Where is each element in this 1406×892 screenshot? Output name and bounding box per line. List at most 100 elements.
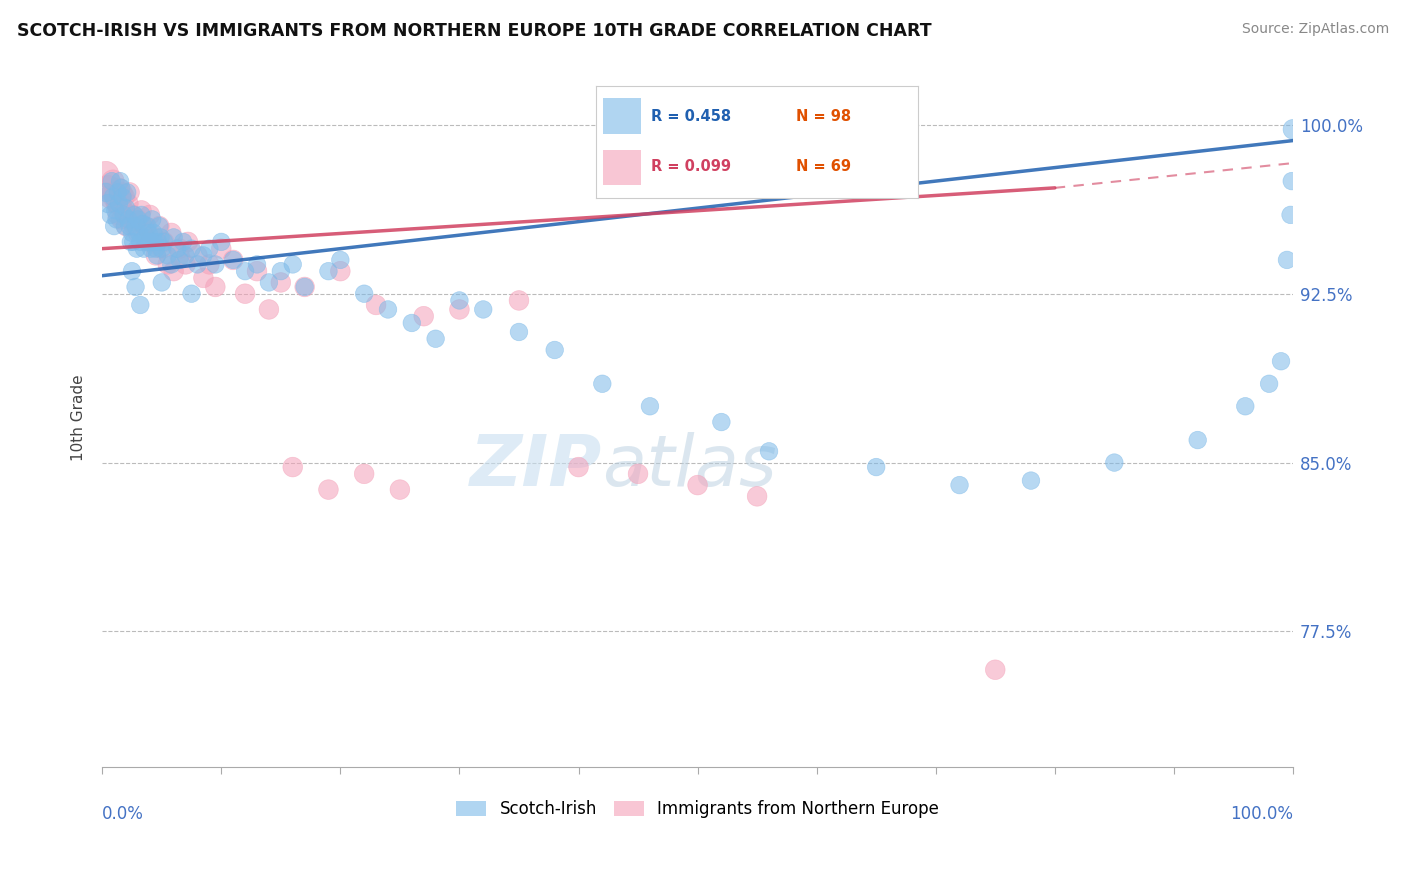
Point bbox=[246, 264, 269, 278]
Point bbox=[329, 264, 352, 278]
Point bbox=[281, 257, 304, 271]
Point bbox=[114, 219, 136, 234]
Point bbox=[115, 219, 138, 234]
Point bbox=[134, 230, 156, 244]
Point bbox=[329, 252, 352, 267]
Text: Source: ZipAtlas.com: Source: ZipAtlas.com bbox=[1241, 22, 1389, 37]
Point bbox=[204, 280, 226, 294]
Point bbox=[1187, 433, 1209, 447]
Point bbox=[353, 286, 375, 301]
Point bbox=[107, 186, 129, 200]
Point bbox=[204, 257, 226, 271]
Point bbox=[233, 286, 256, 301]
Point bbox=[148, 235, 170, 249]
Point bbox=[1270, 354, 1292, 368]
Point bbox=[150, 242, 173, 256]
Point bbox=[104, 203, 127, 218]
Point bbox=[115, 212, 138, 227]
Point bbox=[128, 226, 150, 240]
Point bbox=[105, 196, 128, 211]
Point bbox=[1279, 208, 1302, 222]
Point bbox=[121, 208, 143, 222]
Point bbox=[174, 257, 197, 271]
Point bbox=[948, 478, 970, 492]
Point bbox=[117, 212, 139, 227]
Point bbox=[134, 219, 156, 234]
Point bbox=[166, 242, 188, 256]
Point bbox=[508, 293, 530, 308]
Point bbox=[105, 196, 128, 211]
Point bbox=[107, 208, 129, 222]
Point bbox=[544, 343, 567, 357]
Point bbox=[153, 235, 176, 249]
Point bbox=[110, 181, 132, 195]
Point bbox=[124, 208, 146, 222]
Point bbox=[100, 174, 122, 188]
Point bbox=[120, 235, 142, 249]
Point bbox=[180, 286, 202, 301]
Text: ZIP: ZIP bbox=[470, 432, 602, 501]
Point bbox=[115, 186, 138, 200]
Legend: Scotch-Irish, Immigrants from Northern Europe: Scotch-Irish, Immigrants from Northern E… bbox=[450, 793, 945, 824]
Point bbox=[222, 252, 245, 267]
Point bbox=[246, 257, 269, 271]
Point bbox=[110, 212, 132, 227]
Point bbox=[1275, 252, 1298, 267]
Point bbox=[758, 444, 780, 458]
Point bbox=[132, 242, 155, 256]
Point bbox=[169, 242, 191, 256]
Point bbox=[136, 219, 159, 234]
Point bbox=[101, 190, 124, 204]
Point bbox=[124, 280, 146, 294]
Point bbox=[710, 415, 733, 429]
Point bbox=[127, 226, 149, 240]
Point bbox=[281, 460, 304, 475]
Point bbox=[97, 181, 120, 195]
Point bbox=[508, 325, 530, 339]
Point bbox=[153, 235, 176, 249]
Point bbox=[131, 208, 153, 222]
Point bbox=[627, 467, 650, 481]
Point bbox=[143, 235, 166, 249]
Point bbox=[865, 460, 887, 475]
Point bbox=[257, 302, 280, 317]
Point bbox=[186, 248, 208, 262]
Point bbox=[145, 248, 167, 262]
Point bbox=[591, 376, 613, 391]
Point bbox=[108, 181, 131, 195]
Point bbox=[377, 302, 399, 317]
Point bbox=[118, 186, 141, 200]
Point bbox=[567, 460, 589, 475]
Point bbox=[193, 248, 215, 262]
Point bbox=[138, 226, 160, 240]
Point bbox=[142, 226, 165, 240]
Point bbox=[148, 219, 170, 234]
Point bbox=[141, 212, 163, 227]
Point bbox=[222, 252, 245, 267]
Point bbox=[257, 276, 280, 290]
Point bbox=[180, 242, 202, 256]
Point bbox=[103, 219, 125, 234]
Point bbox=[110, 196, 132, 211]
Point bbox=[177, 235, 200, 249]
Point bbox=[101, 174, 124, 188]
Point bbox=[111, 186, 134, 200]
Point bbox=[129, 235, 152, 249]
Point bbox=[638, 399, 661, 413]
Point bbox=[150, 242, 173, 256]
Point bbox=[318, 264, 340, 278]
Point bbox=[198, 242, 221, 256]
Point bbox=[401, 316, 423, 330]
Point bbox=[318, 483, 340, 497]
Point bbox=[198, 257, 221, 271]
Point bbox=[294, 280, 316, 294]
Point bbox=[745, 489, 768, 503]
Point bbox=[121, 264, 143, 278]
Point bbox=[132, 219, 155, 234]
Point bbox=[108, 174, 131, 188]
Point bbox=[115, 208, 138, 222]
Point bbox=[145, 242, 167, 256]
Point bbox=[97, 196, 120, 211]
Point bbox=[425, 332, 447, 346]
Point bbox=[118, 219, 141, 234]
